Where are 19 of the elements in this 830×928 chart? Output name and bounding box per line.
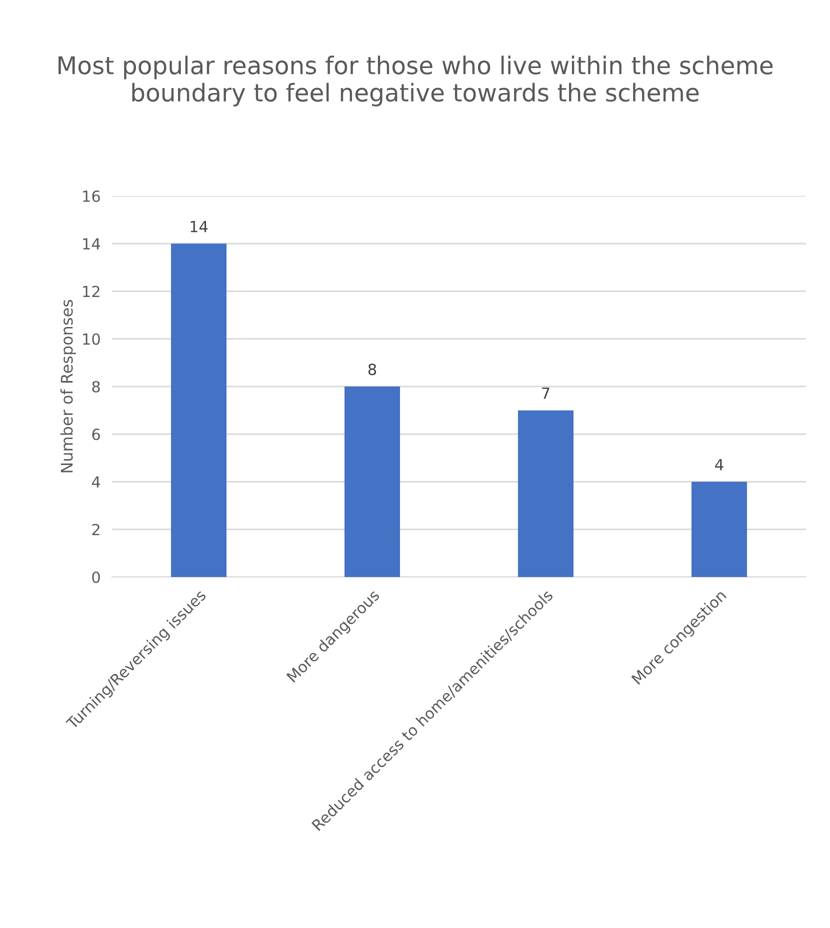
y-tick-label: 4 bbox=[92, 476, 100, 488]
bar bbox=[170, 244, 227, 577]
data-label: 4 bbox=[715, 459, 724, 470]
data-label: 8 bbox=[368, 364, 376, 376]
y-tick-label: 6 bbox=[92, 428, 100, 440]
y-tick-label: 16 bbox=[83, 190, 100, 202]
y-tick-label: 0 bbox=[92, 571, 100, 584]
bar bbox=[691, 482, 748, 577]
y-tick-label: 10 bbox=[83, 333, 100, 345]
bar bbox=[518, 410, 574, 577]
y-tick-label: 14 bbox=[83, 238, 100, 250]
y-tick-label: 12 bbox=[83, 286, 100, 298]
data-label: 14 bbox=[190, 220, 208, 232]
data-label: 7 bbox=[542, 388, 550, 399]
y-tick-label: 8 bbox=[92, 380, 100, 393]
y-axis-title: Number of Responses bbox=[60, 300, 76, 472]
bar bbox=[344, 386, 400, 577]
chart-title: Most popular reasons for those who live within the scheme boundary to feel negative towards the scheme bbox=[58, 56, 773, 106]
y-tick-label: 2 bbox=[92, 524, 100, 536]
